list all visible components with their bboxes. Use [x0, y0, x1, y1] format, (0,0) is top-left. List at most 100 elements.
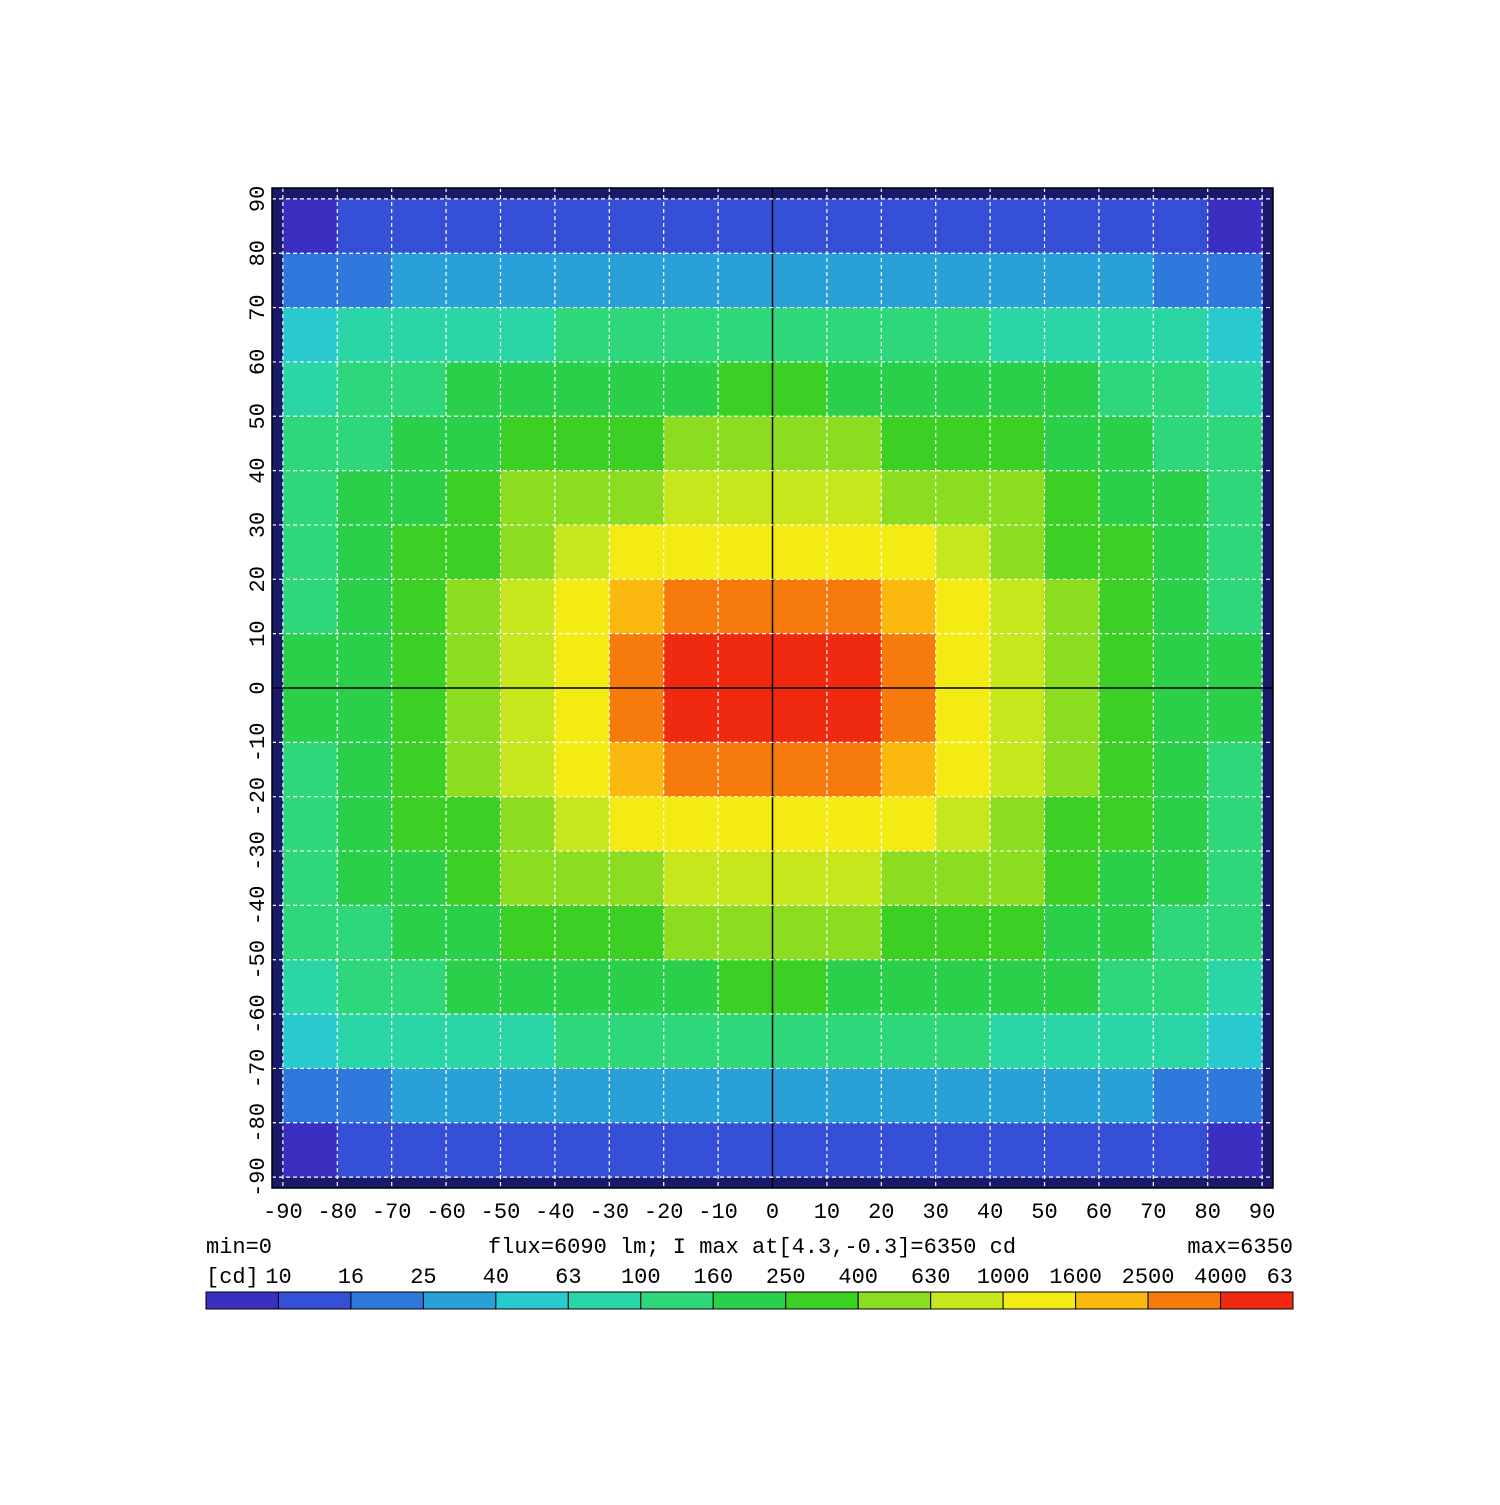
heat-cell: [718, 579, 773, 635]
heat-cell: [990, 633, 1046, 689]
heat-cell: [718, 742, 773, 798]
x-tick-label: -50: [481, 1200, 521, 1225]
heat-cell: [1098, 851, 1154, 906]
heat-cell: [554, 524, 610, 580]
heat-cell: [718, 361, 773, 417]
heat-cell: [1153, 959, 1209, 1015]
x-tick-label: -20: [644, 1200, 684, 1225]
heat-cell: [391, 524, 447, 580]
heat-cell: [935, 1014, 991, 1069]
heat-cell: [1044, 1068, 1100, 1124]
heat-cell: [1098, 1068, 1154, 1124]
heat-cell: [935, 905, 991, 961]
heat-cell: [282, 198, 338, 254]
heat-cell: [663, 307, 719, 363]
heat-cell: [554, 1068, 610, 1124]
heat-cell: [663, 253, 719, 309]
heat-cell: [554, 253, 610, 309]
heat-cell: [826, 307, 882, 363]
y-tick-label: 60: [246, 349, 271, 375]
heat-cell: [1098, 905, 1154, 961]
heat-cell: [1044, 307, 1100, 363]
heat-cell: [337, 470, 393, 526]
heat-cell: [772, 307, 828, 363]
heat-cell: [282, 796, 338, 852]
heat-cell: [1098, 633, 1154, 689]
colorbar-segment: [930, 1291, 1004, 1310]
heat-cell: [1207, 361, 1263, 417]
heat-cell: [663, 851, 719, 906]
heat-cell: [446, 1014, 501, 1069]
heat-cell: [391, 361, 447, 417]
heatmap: [282, 198, 1263, 1178]
heat-cell: [881, 1014, 937, 1069]
heat-cell: [881, 1068, 937, 1124]
y-tick-label: 70: [246, 294, 271, 320]
heat-cell: [1153, 416, 1209, 472]
heat-cell: [337, 579, 393, 635]
heat-cell: [1044, 796, 1100, 852]
colorbar-label: 40: [483, 1265, 509, 1290]
heat-cell: [446, 253, 501, 309]
colorbar-label: 10: [265, 1265, 291, 1290]
heat-cell: [1207, 959, 1263, 1015]
heat-cell: [1153, 633, 1209, 689]
heat-cell: [1044, 470, 1100, 526]
heat-cell: [881, 688, 937, 743]
heat-cell: [718, 851, 773, 906]
heat-cell: [1207, 742, 1263, 798]
heat-cell: [1098, 198, 1154, 254]
heat-cell: [1098, 253, 1154, 309]
heat-cell: [337, 1014, 393, 1069]
heat-cell: [772, 905, 828, 961]
heat-cell: [500, 1122, 556, 1178]
heat-cell: [881, 253, 937, 309]
heat-cell: [1044, 1014, 1100, 1069]
heat-cell: [1207, 470, 1263, 526]
heat-cell: [391, 851, 447, 906]
heat-cell: [826, 905, 882, 961]
heat-cell: [446, 796, 501, 852]
heat-cell: [663, 959, 719, 1015]
heat-cell: [337, 959, 393, 1015]
heat-cell: [1207, 796, 1263, 852]
heat-cell: [718, 253, 773, 309]
heat-cell: [718, 524, 773, 580]
heat-cell: [609, 253, 665, 309]
heat-cell: [391, 742, 447, 798]
heat-cell: [500, 959, 556, 1015]
heat-cell: [609, 470, 665, 526]
heat-cell: [826, 1068, 882, 1124]
heat-cell: [282, 579, 338, 635]
heat-cell: [391, 688, 447, 743]
heat-cell: [826, 1122, 882, 1178]
heat-cell: [990, 905, 1046, 961]
heat-cell: [1207, 688, 1263, 743]
heat-cell: [609, 198, 665, 254]
colorbar-label: 160: [693, 1265, 733, 1290]
heat-cell: [500, 1068, 556, 1124]
heat-cell: [881, 524, 937, 580]
heat-cell: [881, 579, 937, 635]
heat-cell: [500, 796, 556, 852]
heat-cell: [554, 470, 610, 526]
heat-cell: [554, 796, 610, 852]
heat-cell: [500, 742, 556, 798]
heat-cell: [500, 633, 556, 689]
y-tick-label: 20: [246, 566, 271, 592]
heat-cell: [663, 524, 719, 580]
heat-cell: [1207, 524, 1263, 580]
heat-cell: [446, 742, 501, 798]
y-tick-label: -40: [246, 886, 271, 926]
heat-cell: [990, 959, 1046, 1015]
heat-cell: [500, 470, 556, 526]
colorbar-end-label: 63: [1267, 1265, 1293, 1290]
heat-cell: [1153, 361, 1209, 417]
heat-cell: [1153, 688, 1209, 743]
heat-cell: [881, 307, 937, 363]
heat-cell: [1044, 524, 1100, 580]
heat-cell: [663, 579, 719, 635]
heat-cell: [446, 851, 501, 906]
colorbar-segment: [1002, 1291, 1077, 1310]
heat-cell: [609, 796, 665, 852]
